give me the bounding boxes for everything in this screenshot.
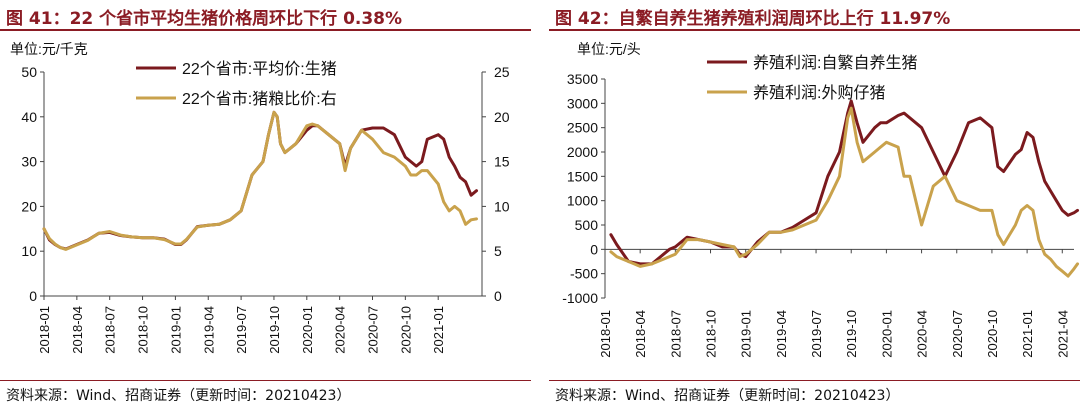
x-tick-label-left: 2018-07 [103,306,118,354]
footer-rule-left [0,380,531,381]
legend-label-right-1: 养殖利润:自繁自养生猪 [753,54,917,72]
legend-label-left-1: 22个省市:平均价:生猪 [182,60,337,78]
x-tick-label-left: 2018-10 [136,306,151,354]
chart-right: 单位:元/头 -1000 -500 0 500 1000 1500 2000 2500 3000 3… [562,41,1079,358]
right-chart-panel: 图 42：自繁自养生猪养殖利润周环比上行 11.97% 单位:元/头 -1000 -… [549,0,1080,408]
y-tick-label-left: 10 [21,243,37,259]
left-chart-panel: 图 41：22 个省市平均生猪价格周环比下行 0.38% 单位:元/千克 0 10 2… [0,0,531,408]
x-tick-label-right: 2020-01 [879,310,894,358]
footer-rule-right [549,380,1080,381]
chart-title-right: 图 42：自繁自养生猪养殖利润周环比上行 11.97% [555,9,951,29]
x-tick-label-left: 2019-01 [168,306,183,354]
chart-left: 单位:元/千克 0 10 20 30 40 50 0 5 10 15 20 25 2018-01 2018-… [10,41,510,354]
x-tick-label-right: 2019-04 [774,310,789,358]
x-tick-label-right: 2019-07 [809,310,824,358]
unit-label-left: 单位:元/千克 [10,41,88,57]
y-tick-label-left: 30 [21,154,37,170]
y-tick-label-left: 20 [21,198,37,214]
y-tick-label-right: 3500 [567,71,598,87]
x-tick-label-right: 2019-10 [844,310,859,358]
x-tick-label-left: 2020-01 [300,306,315,354]
x-tick-label-right: 2021-01 [1020,310,1035,358]
x-tick-label-left: 2018-01 [37,306,52,354]
y-tick-label-right: 0 [590,241,598,257]
y-tick-label-right: 500 [575,217,599,233]
series-line-left-2 [42,110,478,251]
x-tick-label-right: 2020-10 [985,310,1000,358]
x-tick-label-left: 2019-04 [201,306,216,354]
x-tick-label-right: 2018-07 [668,310,683,358]
title-rule-left [0,29,531,31]
x-tick-label-right: 2018-04 [633,310,648,358]
x-tick-label-right: 2020-07 [950,310,965,358]
y2-tick-label-left: 5 [494,243,502,259]
y2-tick-label-left: 25 [494,64,510,80]
x-tick-label-left: 2019-10 [267,306,282,354]
x-tick-label-left: 2020-10 [398,306,413,354]
y-tick-label-right: -1000 [562,290,598,306]
y-tick-label-left: 0 [29,288,37,304]
y-tick-label-right: 3000 [567,95,598,111]
x-tick-label-right: 2018-10 [704,310,719,358]
x-tick-label-left: 2021-01 [431,306,446,354]
x-tick-label-right: 2021-04 [1055,310,1070,358]
source-note-left: 资料来源：Wind、招商证券（更新时间：20210423） [6,388,351,404]
x-tick-label-right: 2020-04 [915,310,930,358]
series-line-right-2 [609,106,1079,278]
title-rule-right [549,29,1080,31]
source-note-right: 资料来源：Wind、招商证券（更新时间：20210423） [555,388,900,404]
y-tick-label-right: 1000 [567,193,598,209]
y2-tick-label-left: 15 [494,154,510,170]
x-tick-label-left: 2020-07 [366,306,381,354]
y-tick-label-right: 2500 [567,120,598,136]
chart-title-left: 图 41：22 个省市平均生猪价格周环比下行 0.38% [6,9,403,29]
legend-label-left-2: 22个省市:猪粮比价:右 [182,90,337,108]
unit-label-right: 单位:元/头 [577,41,641,57]
x-tick-label-right: 2018-01 [598,310,613,358]
legend-label-right-2: 养殖利润:外购仔猪 [753,84,885,102]
y2-tick-label-left: 10 [494,198,510,214]
x-tick-label-left: 2019-07 [234,306,249,354]
y2-tick-label-left: 20 [494,109,510,125]
y-tick-label-left: 40 [21,109,37,125]
series-line-left-1 [42,110,478,251]
y2-tick-label-left: 0 [494,288,502,304]
x-tick-label-left: 2018-04 [70,306,85,354]
y-tick-label-right: 1500 [567,168,598,184]
y-tick-label-right: -500 [570,266,598,282]
x-tick-label-right: 2019-01 [739,310,754,358]
x-tick-label-left: 2020-04 [333,306,348,354]
y-tick-label-left: 50 [21,64,37,80]
y-tick-label-right: 2000 [567,144,598,160]
